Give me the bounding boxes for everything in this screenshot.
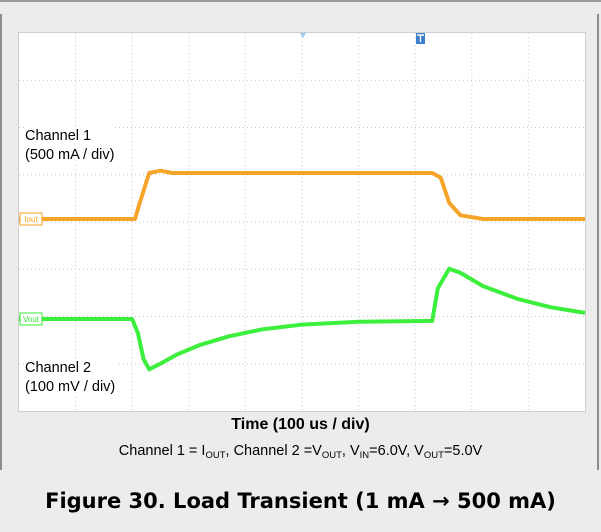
cond-part: , Channel 2 =V xyxy=(225,443,322,459)
trigger-position-icon xyxy=(300,33,306,38)
cond-sub: OUT xyxy=(423,450,444,461)
channel-2-scale: (100 mV / div) xyxy=(25,379,116,395)
x-axis-label: Time (100 us / div) xyxy=(231,416,370,433)
cond-part: =5.0V xyxy=(443,443,483,459)
cond-part: =6.0V, V xyxy=(369,443,424,459)
top-border xyxy=(0,0,601,14)
iout-channel-tag: Iout xyxy=(24,215,38,224)
cond-sub: IN xyxy=(359,450,370,461)
channel-2-name: Channel 2 xyxy=(25,360,92,376)
iout-channel-tag-box xyxy=(19,212,43,226)
figure-caption: Figure 30. Load Transient (1 mA → 500 mA… xyxy=(45,489,556,513)
trigger-t-letter-icon xyxy=(417,34,424,42)
channel-2-annotation: Channel 2 (100 mV / div) xyxy=(24,359,117,397)
vout-channel-tag-box xyxy=(19,312,43,326)
cond-sub: OUT xyxy=(205,450,226,461)
cond-part: , V xyxy=(341,443,360,459)
channel-1-name: Channel 1 xyxy=(25,128,92,144)
channel-1-annotation: Channel 1 (500 mA / div) xyxy=(24,127,116,165)
cond-part: Channel 1 = I xyxy=(118,443,206,459)
vout-channel-tag: Vout xyxy=(23,315,40,324)
channel-1-scale: (500 mA / div) xyxy=(25,147,115,163)
cond-sub: OUT xyxy=(321,450,342,461)
trace-vout xyxy=(19,266,586,372)
test-conditions: Channel 1 = IOUT, Channel 2 =VOUT, VIN=6… xyxy=(0,443,601,461)
figure-frame xyxy=(0,14,599,470)
trace-iout xyxy=(19,168,585,221)
